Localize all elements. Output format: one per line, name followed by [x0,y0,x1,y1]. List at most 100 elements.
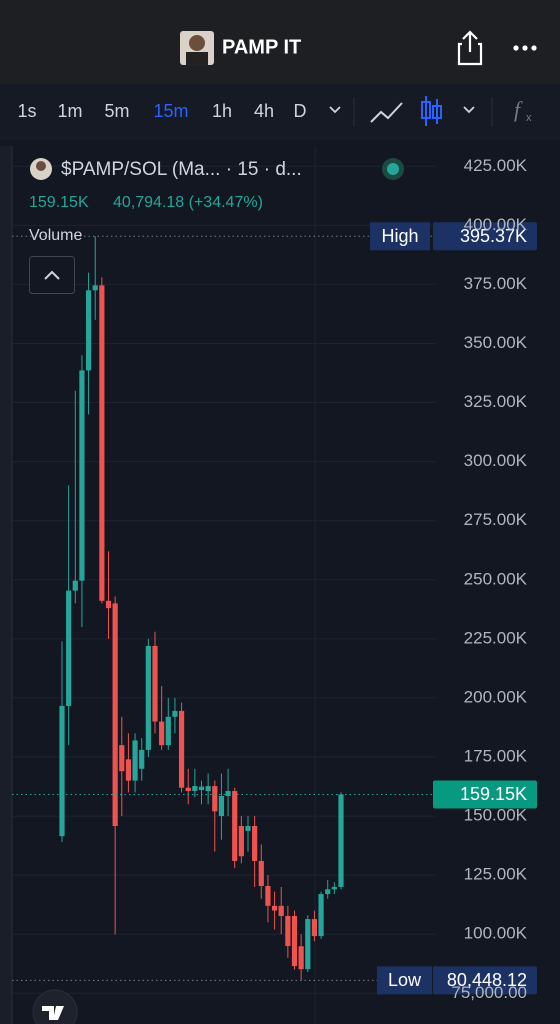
candle-body [165,716,171,746]
tv-logo[interactable] [32,989,78,1024]
y-tick-label: 150.00K [464,806,528,825]
candle-body [238,825,244,857]
candle-body [152,645,158,722]
high_marker-value: 395.37K [460,226,527,246]
collapse-button[interactable] [29,256,75,294]
candle-body [145,645,151,750]
price-axis: 75,000.00 100.00K 125.00K 150.00K 175.00K 200… [451,156,527,1002]
interval-tab[interactable]: 1m [57,101,82,121]
low_marker-value-box [433,966,537,995]
side-panel [0,146,12,1024]
interval-tab[interactable]: 1s [17,101,36,121]
candle-body [79,370,85,581]
candle-body [92,285,98,291]
candle-chart-icon[interactable] [421,96,442,126]
low_marker-label: Low [388,970,422,990]
avatar-face [189,35,205,51]
tv-logo-mark [42,1006,64,1020]
collapse-icon [44,270,60,280]
candle-body [159,721,165,746]
candle-body [59,705,65,837]
y-tick-label: 400.00K [464,215,528,234]
interval-tab[interactable]: 5m [104,101,129,121]
interval-tab[interactable]: D [294,101,307,121]
candle-body [305,919,311,970]
avatar-body [186,52,208,65]
candle-body [285,916,291,947]
candle-body [245,825,251,831]
candle-body [218,795,225,817]
candle-body [125,759,132,781]
candle-body [119,745,125,772]
interval-tab[interactable]: 4h [254,101,274,121]
interval-dropdown[interactable] [329,106,341,114]
y-tick-label: 125.00K [464,865,528,884]
candle-body [185,787,191,792]
candle-body [258,860,264,887]
indicators-icon[interactable]: f [514,97,523,122]
header-title: PAMP IT [222,36,301,58]
y-tick-label: 250.00K [464,569,528,588]
candle-body [252,825,258,861]
candle-body [265,886,271,906]
line-chart-icon[interactable] [370,102,403,123]
more-button[interactable] [513,45,537,51]
candle-body [105,600,112,609]
y-tick-label: 100.00K [464,924,528,943]
toolbar [0,84,560,140]
high_marker-label: High [381,226,418,246]
header-bar [0,0,560,84]
candle-body [271,905,278,911]
candle-body [112,603,118,826]
y-tick-label: 300.00K [464,451,528,470]
candle-body [338,794,344,887]
y-tick-label: 75,000.00 [451,983,527,1002]
interval-tab[interactable]: 15m [153,101,188,121]
legend-change: 40,794.18 (+34.47%) [113,194,263,211]
candle-body [139,749,145,769]
candle-body [311,919,318,937]
y-tick-label: 225.00K [464,628,528,647]
candle-body [232,791,238,861]
pane-label: Volume [29,227,82,244]
candle-body [99,285,105,601]
candle-body [325,889,331,895]
candle-body [132,740,138,781]
candle-body [225,791,231,796]
legend-title: $PAMP/SOL (Ma... · 15 · d... [61,159,302,180]
y-tick-label: 375.00K [464,274,528,293]
low_marker-value: 80,448.12 [447,970,527,990]
candle-body [212,786,218,812]
indicators-icon-sub: x [526,112,532,124]
chart-type-dropdown[interactable] [463,106,475,114]
candle-body [278,905,284,917]
candle-body [172,710,178,717]
interval-tabs: 1s 1m 5m 15m 1h 4h D [17,101,306,121]
y-tick-label: 175.00K [464,746,528,765]
y-tick-label: 325.00K [464,392,528,411]
price-markers: High 395.37K Low 80,448.12 159.15K [12,222,537,995]
candle-body [72,580,78,591]
candle-body [318,894,324,937]
legend-avatar-face [36,161,46,171]
y-tick-label: 350.00K [464,333,528,352]
last_price-value: 159.15K [460,784,527,804]
candle-body [192,786,198,792]
y-tick-label: 425.00K [464,156,528,175]
y-tick-label: 275.00K [464,510,528,529]
high_marker-label-box [370,222,430,251]
legend-price: 159.15K [29,194,89,211]
share-button[interactable] [457,30,483,66]
candle-body [198,786,205,791]
interval-tab[interactable]: 1h [212,101,232,121]
status-dot [387,163,399,175]
candle-body [331,886,337,890]
candle-body [205,786,211,792]
last_price-value-box [433,780,537,809]
candle-body [85,290,92,371]
candle-body [66,590,72,706]
low_marker-label-box [377,966,432,995]
candles [59,236,344,981]
high_marker-value-box [433,222,537,251]
